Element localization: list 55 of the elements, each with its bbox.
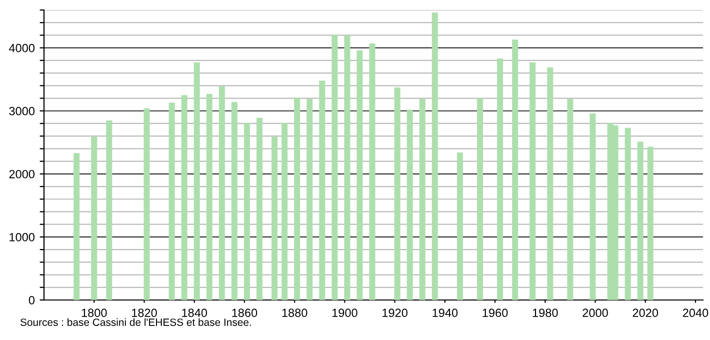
bar [332,34,338,300]
bar [181,95,188,300]
bar [256,118,262,300]
x-tick-label: 1900 [332,308,358,318]
bar [590,113,596,300]
bar [319,80,326,300]
bar [144,108,150,300]
x-tick-label: 1940 [432,308,458,318]
x-tick-label: 1840 [182,308,208,318]
x-tick-label: 1960 [482,308,508,318]
x-tick-label: 1980 [532,308,558,318]
bar [356,50,363,300]
bar [497,58,504,300]
bar [419,98,426,300]
bar [344,35,350,300]
x-tick-label: 1860 [232,308,258,318]
x-tick-label: 2020 [632,308,658,318]
x-tick-label: 1920 [382,308,408,318]
bar [306,98,313,300]
y-tick-label: 4000 [8,44,35,52]
bar [106,120,112,300]
x-tick-label: 1800 [82,308,107,318]
bar [294,98,300,300]
bar [194,62,200,300]
bar [231,102,238,300]
x-tick-label: 1880 [282,308,308,318]
x-tick-label: 1820 [132,308,157,318]
bar [456,152,463,300]
y-tick-label: 3000 [9,106,35,116]
bar [369,43,376,300]
bar [244,122,250,300]
y-tick-label: 1000 [10,232,35,242]
bar [272,136,278,300]
y-tick-label: 2000 [9,170,35,178]
bar [91,136,98,300]
bar [168,102,175,300]
bar [530,62,536,300]
bar [282,122,288,300]
bar [406,110,413,300]
source-note: Sources : base Cassini de l'EHESS et base Insee. [20,318,251,326]
x-tick-label: 2040 [682,308,708,318]
x-tick-label: 2000 [582,308,608,318]
bar [476,98,483,300]
bar [512,40,518,300]
bar [206,94,212,300]
bar [637,142,644,300]
bar [567,98,574,300]
bar [624,128,631,300]
bar [547,67,554,300]
bar [647,146,654,300]
bar [74,153,80,300]
y-tick-label: 0 [28,296,35,304]
bar [394,88,400,300]
bar [432,12,438,300]
bar [218,86,225,300]
